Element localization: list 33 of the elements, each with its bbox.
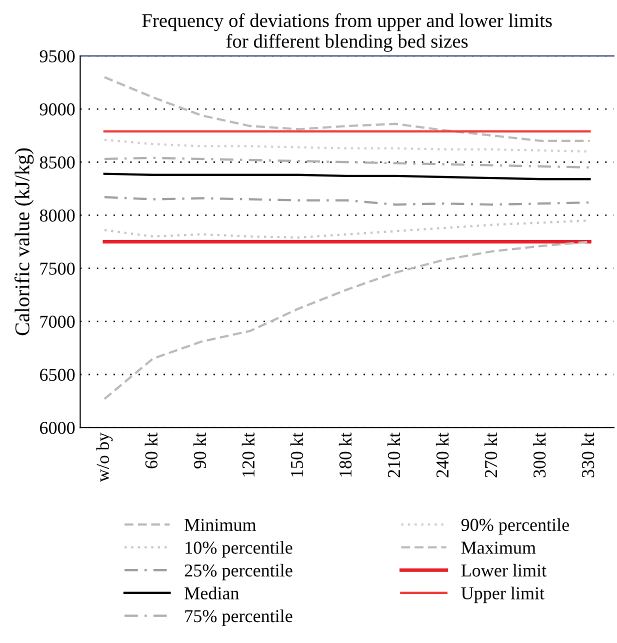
legend-label: Median [184, 586, 239, 600]
y-tick-label: 8500 [40, 156, 75, 169]
x-tick-label: w/o by [96, 432, 113, 482]
legend-label: Lower limit [461, 564, 546, 577]
legend-label: 75% percentile [185, 610, 292, 626]
y-tick-label: 7500 [40, 262, 75, 275]
x-tick-label: 60 kt [144, 432, 158, 468]
legend-label: 25% percentile [184, 564, 292, 580]
y-tick-label: 6500 [40, 368, 75, 381]
x-tick-label: 210 kt [387, 432, 400, 478]
x-tick-label: 240 kt [436, 432, 449, 478]
chart-title: Frequency of deviations from upper and lower limits for different blending bed sizes [142, 13, 552, 52]
x-tick-label: 270 kt [484, 432, 498, 478]
x-tick-label: 330 kt [581, 432, 594, 478]
legend-label: Upper limit [461, 586, 544, 604]
line-series [103, 76, 591, 142]
legend-label: 10% percentile [186, 541, 292, 558]
y-tick-label: 9500 [40, 50, 75, 62]
x-tick-label: 120 kt [242, 432, 255, 477]
y-tick-label: 8000 [40, 209, 75, 222]
line-series [103, 196, 591, 206]
x-tick-label: 90 kt [193, 432, 206, 468]
legend-label: 90% percentile [461, 518, 569, 535]
legend-label: Maximum [461, 542, 536, 554]
y-tick-label: 7000 [40, 316, 75, 328]
x-tick-label: 300 kt [532, 432, 546, 478]
x-tick-label: 180 kt [338, 432, 352, 477]
x-tick-label: 150 kt [290, 432, 304, 477]
y-tick-label: 6000 [40, 422, 75, 434]
legend-label: Minimum [184, 518, 256, 531]
y-tick-label: 9000 [40, 103, 75, 116]
y-axis-title: Calorific value (kJ/kg) [14, 148, 34, 336]
line-series [103, 156, 591, 169]
